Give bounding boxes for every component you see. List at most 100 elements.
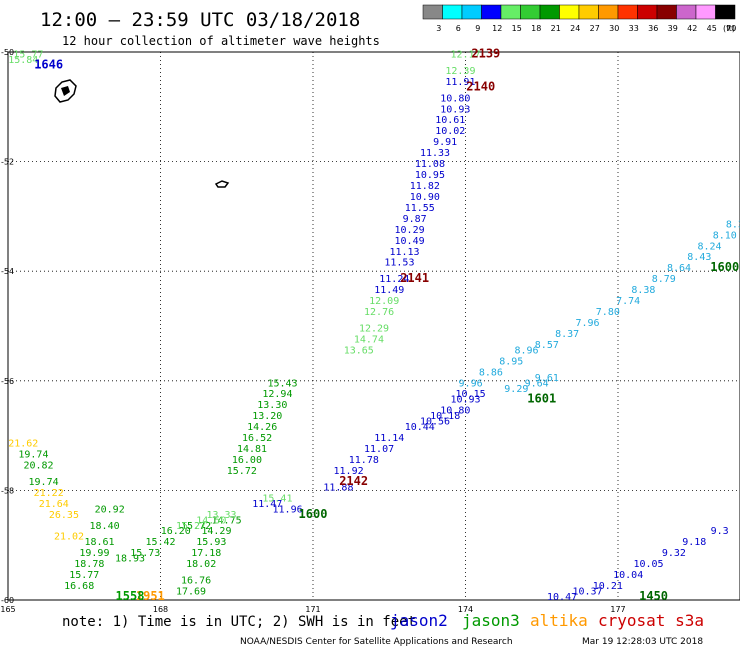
wave-height-value: 14.50 xyxy=(196,515,226,526)
wave-height-value: 11.96 xyxy=(273,504,303,515)
island-inner xyxy=(61,86,70,96)
wave-height-value: 10.29 xyxy=(395,225,425,236)
wave-height-value: 18.78 xyxy=(74,559,104,570)
wave-height-value: 11.49 xyxy=(374,285,404,296)
wave-height-value: 9.61 xyxy=(535,373,559,384)
pass-time-label: 2141 xyxy=(400,271,429,285)
colorbar-label: 12 xyxy=(492,24,502,33)
chart-subtitle: 12 hour collection of altimeter wave hei… xyxy=(62,34,380,48)
colorbar-swatch xyxy=(617,4,638,20)
colorbar-swatch xyxy=(520,4,541,20)
wave-height-value: 21.62 xyxy=(8,439,38,450)
wave-height-value: 11.13 xyxy=(389,247,419,258)
wave-height-value: 9.18 xyxy=(682,537,706,548)
pass-time-label: 1450 xyxy=(639,589,668,603)
y-tick-label: -56 xyxy=(1,377,14,386)
pass-time-label: 2139 xyxy=(471,46,500,60)
wave-height-value: 8.38 xyxy=(631,285,655,296)
wave-height-value: 20.92 xyxy=(95,504,125,515)
time-labels: 2139 2140 2141 2142 1601 1600 1600 1450 19511558… xyxy=(34,46,739,603)
wave-height-value: 18.02 xyxy=(186,559,216,570)
islet-shape xyxy=(214,180,230,188)
satellite-legend-item: jason3 xyxy=(462,611,520,630)
colorbar-label: 30 xyxy=(609,24,619,33)
wave-height-value: 11.82 xyxy=(410,181,440,192)
wave-height-value: 16.76 xyxy=(181,576,211,587)
pass-time-label: 1601 xyxy=(527,392,556,406)
wave-height-value: 16.00 xyxy=(232,455,262,466)
colorbar-unit: (ft) xyxy=(723,24,735,33)
colorbar-label: 18 xyxy=(531,24,541,33)
pass-time-label: 1600 xyxy=(710,260,739,274)
satellite-legend: jason2 jason3 altika cryosat s3a xyxy=(390,611,704,630)
colorbar-swatch xyxy=(695,4,716,20)
colorbar-label: 9 xyxy=(475,24,480,33)
wave-height-value: 16.20 xyxy=(161,526,191,537)
y-tick-label: -54 xyxy=(1,267,14,276)
wave-height-value: 10.21 xyxy=(593,581,623,592)
colorbar-label: 33 xyxy=(629,24,639,33)
wave-height-value: 12.94 xyxy=(262,389,292,400)
wave-height-value: 13.30 xyxy=(257,400,287,411)
colorbar-swatch xyxy=(676,4,697,20)
x-tick-label: 165 xyxy=(0,605,15,614)
colorbar-swatch xyxy=(500,4,521,20)
pass-time-label: 2142 xyxy=(339,474,368,488)
wave-height-value: 15.41 xyxy=(262,493,292,504)
satellite-legend-item: altika xyxy=(530,611,588,630)
colorbar-label: 45 xyxy=(707,24,717,33)
wave-height-value: 15.93 xyxy=(196,537,226,548)
wave-height-value: 10.56 xyxy=(420,417,450,428)
wave-height-value: 11.55 xyxy=(405,203,435,214)
wave-height-value: 19.74 xyxy=(18,450,48,461)
pass-time-label: 2140 xyxy=(466,79,495,93)
wave-height-value: 19.99 xyxy=(79,548,109,559)
wave-height-value: 11.92 xyxy=(334,466,364,477)
wave-height-value: 18.40 xyxy=(90,521,120,532)
wave-height-value: 14.74 xyxy=(354,334,384,345)
wave-height-value: 15.43 xyxy=(267,378,297,389)
y-tick-label: -50 xyxy=(1,48,14,57)
wave-height-value: 10.93 xyxy=(450,395,480,406)
wave-height-value: 13.65 xyxy=(344,345,374,356)
x-tick-label: 174 xyxy=(458,605,473,614)
wave-height-value: 11.47 xyxy=(252,499,282,510)
colorbar-legend: 3 6 9 12 15 18 21 24 27 30 33 36 39 42 45 70(ft) xyxy=(422,4,736,33)
footer-timestamp: Mar 19 12:28:03 UTC 2018 xyxy=(582,637,703,647)
colorbar-label: 3 xyxy=(436,24,441,33)
wave-height-value: 7.80 xyxy=(596,307,620,318)
wave-height-value: 11.91 xyxy=(445,77,475,88)
colorbar-swatch xyxy=(559,4,580,20)
wave-height-value: 12.76 xyxy=(364,307,394,318)
wave-height-value: 8.57 xyxy=(535,340,559,351)
wave-height-value: 8.43 xyxy=(687,252,711,263)
wave-height-value: 9.29 xyxy=(504,384,528,395)
plot-area: 11.9110.8010.9310.6110.029.9111.3311.081… xyxy=(0,46,740,614)
wave-height-value: 10.61 xyxy=(435,115,465,126)
wave-height-value: 10.44 xyxy=(405,422,435,433)
wave-height-value: 9.64 xyxy=(525,378,549,389)
wave-height-value: 8.64 xyxy=(667,263,691,274)
y-tick-label: -58 xyxy=(1,486,14,495)
wave-height-value: 8.37 xyxy=(555,329,579,340)
wave-height-value: 15.73 xyxy=(130,548,160,559)
pass-time-label: 1951 xyxy=(136,589,165,603)
wave-height-value: 8.96 xyxy=(514,345,538,356)
pass-time-label: 1646 xyxy=(34,57,63,71)
satellite-legend-item: jason2 xyxy=(390,611,448,630)
wave-height-value: 8.95 xyxy=(499,356,523,367)
wave-height-value: 10.15 xyxy=(456,389,486,400)
x-tick-label: 168 xyxy=(153,605,168,614)
wave-height-value: 11.78 xyxy=(349,455,379,466)
wave-height-value: 9.3 xyxy=(711,526,729,537)
wave-height-value: 14.75 xyxy=(212,515,242,526)
y-tick-label: -52 xyxy=(1,158,14,167)
wave-height-value: 15.77 xyxy=(69,570,99,581)
wave-height-value: 10.90 xyxy=(410,192,440,203)
wave-height-value: 15.84 xyxy=(8,55,38,66)
wave-height-value: 21.02 xyxy=(54,532,84,543)
wave-height-value: 15.72 xyxy=(181,521,211,532)
wave-height-value: 9.96 xyxy=(459,378,483,389)
wave-height-value: 10.37 xyxy=(572,587,602,598)
wave-height-value: 21.22 xyxy=(34,488,64,499)
